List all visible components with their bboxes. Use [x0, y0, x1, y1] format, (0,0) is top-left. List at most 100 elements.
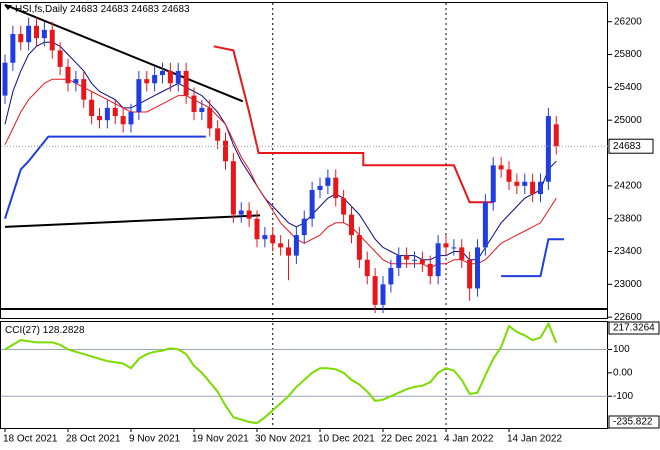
candle-body	[238, 210, 244, 215]
candle-body	[467, 259, 473, 289]
y-tick-box	[608, 415, 660, 429]
candle-body	[120, 116, 126, 125]
candle-body	[435, 243, 441, 277]
candle-body	[10, 34, 16, 63]
moving-average	[4, 78, 557, 269]
candle-body	[270, 235, 276, 244]
candle-body	[97, 116, 102, 121]
candle-body	[286, 247, 291, 256]
candle-body	[545, 116, 551, 182]
candle-body	[167, 70, 173, 84]
y-tick-label: -100	[613, 391, 633, 402]
candle-body	[207, 107, 213, 129]
candle-body	[451, 247, 457, 249]
y-tick-label: 25000	[614, 115, 642, 126]
candle-body	[152, 75, 158, 84]
header: HSI,fs,Daily 24683 24683 24683 24683	[15, 4, 190, 15]
candle-body	[293, 235, 299, 256]
x-tick-label: 4 Jan 2022	[444, 434, 494, 445]
candle-body	[136, 79, 142, 112]
candle-body	[388, 267, 394, 285]
candle-body	[160, 70, 165, 76]
candle-body	[490, 165, 496, 203]
candle-body	[104, 107, 110, 121]
candle-body	[475, 247, 480, 289]
x-tick-label: 28 Oct 2021	[66, 434, 121, 445]
candle-body	[443, 243, 449, 248]
candle-body	[230, 161, 236, 215]
candle-body	[506, 169, 512, 182]
x-tick-label: 10 Dec 2021	[318, 434, 375, 445]
x-tick-label: 14 Jan 2022	[507, 434, 562, 445]
symbol-title: HSI,fs,Daily	[15, 4, 67, 15]
y-tick-label: 25400	[614, 82, 642, 93]
candle-body	[262, 235, 268, 240]
header-value: 24683	[70, 4, 98, 15]
candle-body	[372, 276, 378, 305]
candle-body	[498, 165, 504, 170]
y-tick-label: -235.822	[613, 417, 653, 428]
candle-body	[18, 34, 24, 43]
x-tick-label: 22 Dec 2021	[381, 434, 438, 445]
candle-body	[459, 247, 465, 260]
x-tick-label: 30 Nov 2021	[255, 434, 312, 445]
y-tick-label: 100	[613, 344, 630, 355]
candle-body	[246, 210, 252, 219]
header-value: 24683	[101, 4, 129, 15]
candle-body	[65, 66, 71, 84]
candle-body	[144, 79, 150, 84]
current-price-box	[608, 138, 654, 154]
candle-body	[349, 214, 354, 236]
trend-line	[4, 3, 244, 103]
candle-body	[57, 50, 63, 67]
candle-body	[333, 177, 339, 199]
x-tick-label: 19 Nov 2021	[192, 434, 249, 445]
x-tick-label: 9 Nov 2021	[129, 434, 181, 445]
current-price-label: 24683	[613, 141, 641, 152]
candle-body	[419, 259, 425, 264]
candle-body	[73, 79, 79, 84]
candle-body	[356, 235, 362, 260]
candle-body	[34, 25, 39, 39]
y-tick-label: 0.00	[613, 367, 633, 378]
y-tick-label: 24200	[614, 180, 642, 191]
candle-body	[128, 111, 134, 125]
candle-body	[522, 181, 528, 186]
y-tick-box	[608, 321, 660, 335]
candle-body	[2, 62, 8, 96]
candle-body	[396, 255, 402, 268]
candle-body	[254, 218, 260, 240]
candle-body	[278, 243, 284, 248]
cci-header: CCI(27) 128.2828	[5, 325, 85, 336]
x-tick-label: 18 Oct 2021	[3, 434, 58, 445]
y-tick-label: 23000	[614, 279, 642, 290]
candle-body	[404, 255, 410, 260]
candle-body	[380, 284, 386, 305]
cci-value: 128.2828	[43, 325, 85, 336]
candle-body	[309, 189, 315, 219]
candle-body	[530, 181, 536, 195]
y-tick-label: 22600	[614, 312, 642, 323]
candle-body	[364, 259, 370, 277]
trend-line	[4, 214, 261, 228]
candle-body	[325, 177, 331, 186]
y-tick-label: 23800	[614, 213, 642, 224]
candle-body	[514, 181, 520, 186]
stop-line	[4, 135, 565, 278]
candle-body	[41, 29, 47, 39]
candle-body	[112, 107, 118, 117]
y-tick-label: 26200	[614, 16, 642, 27]
cci-line	[4, 321, 558, 425]
candle-body	[427, 263, 433, 277]
candle-body	[49, 29, 55, 51]
candle-body	[89, 99, 95, 117]
candle-body	[81, 79, 87, 100]
candle-body	[223, 140, 228, 162]
candle-body	[341, 198, 347, 215]
candle-body	[317, 185, 323, 190]
candle-body	[199, 107, 205, 112]
candle-body	[26, 25, 32, 43]
candle-body	[538, 181, 543, 195]
cci-panel	[0, 321, 608, 429]
